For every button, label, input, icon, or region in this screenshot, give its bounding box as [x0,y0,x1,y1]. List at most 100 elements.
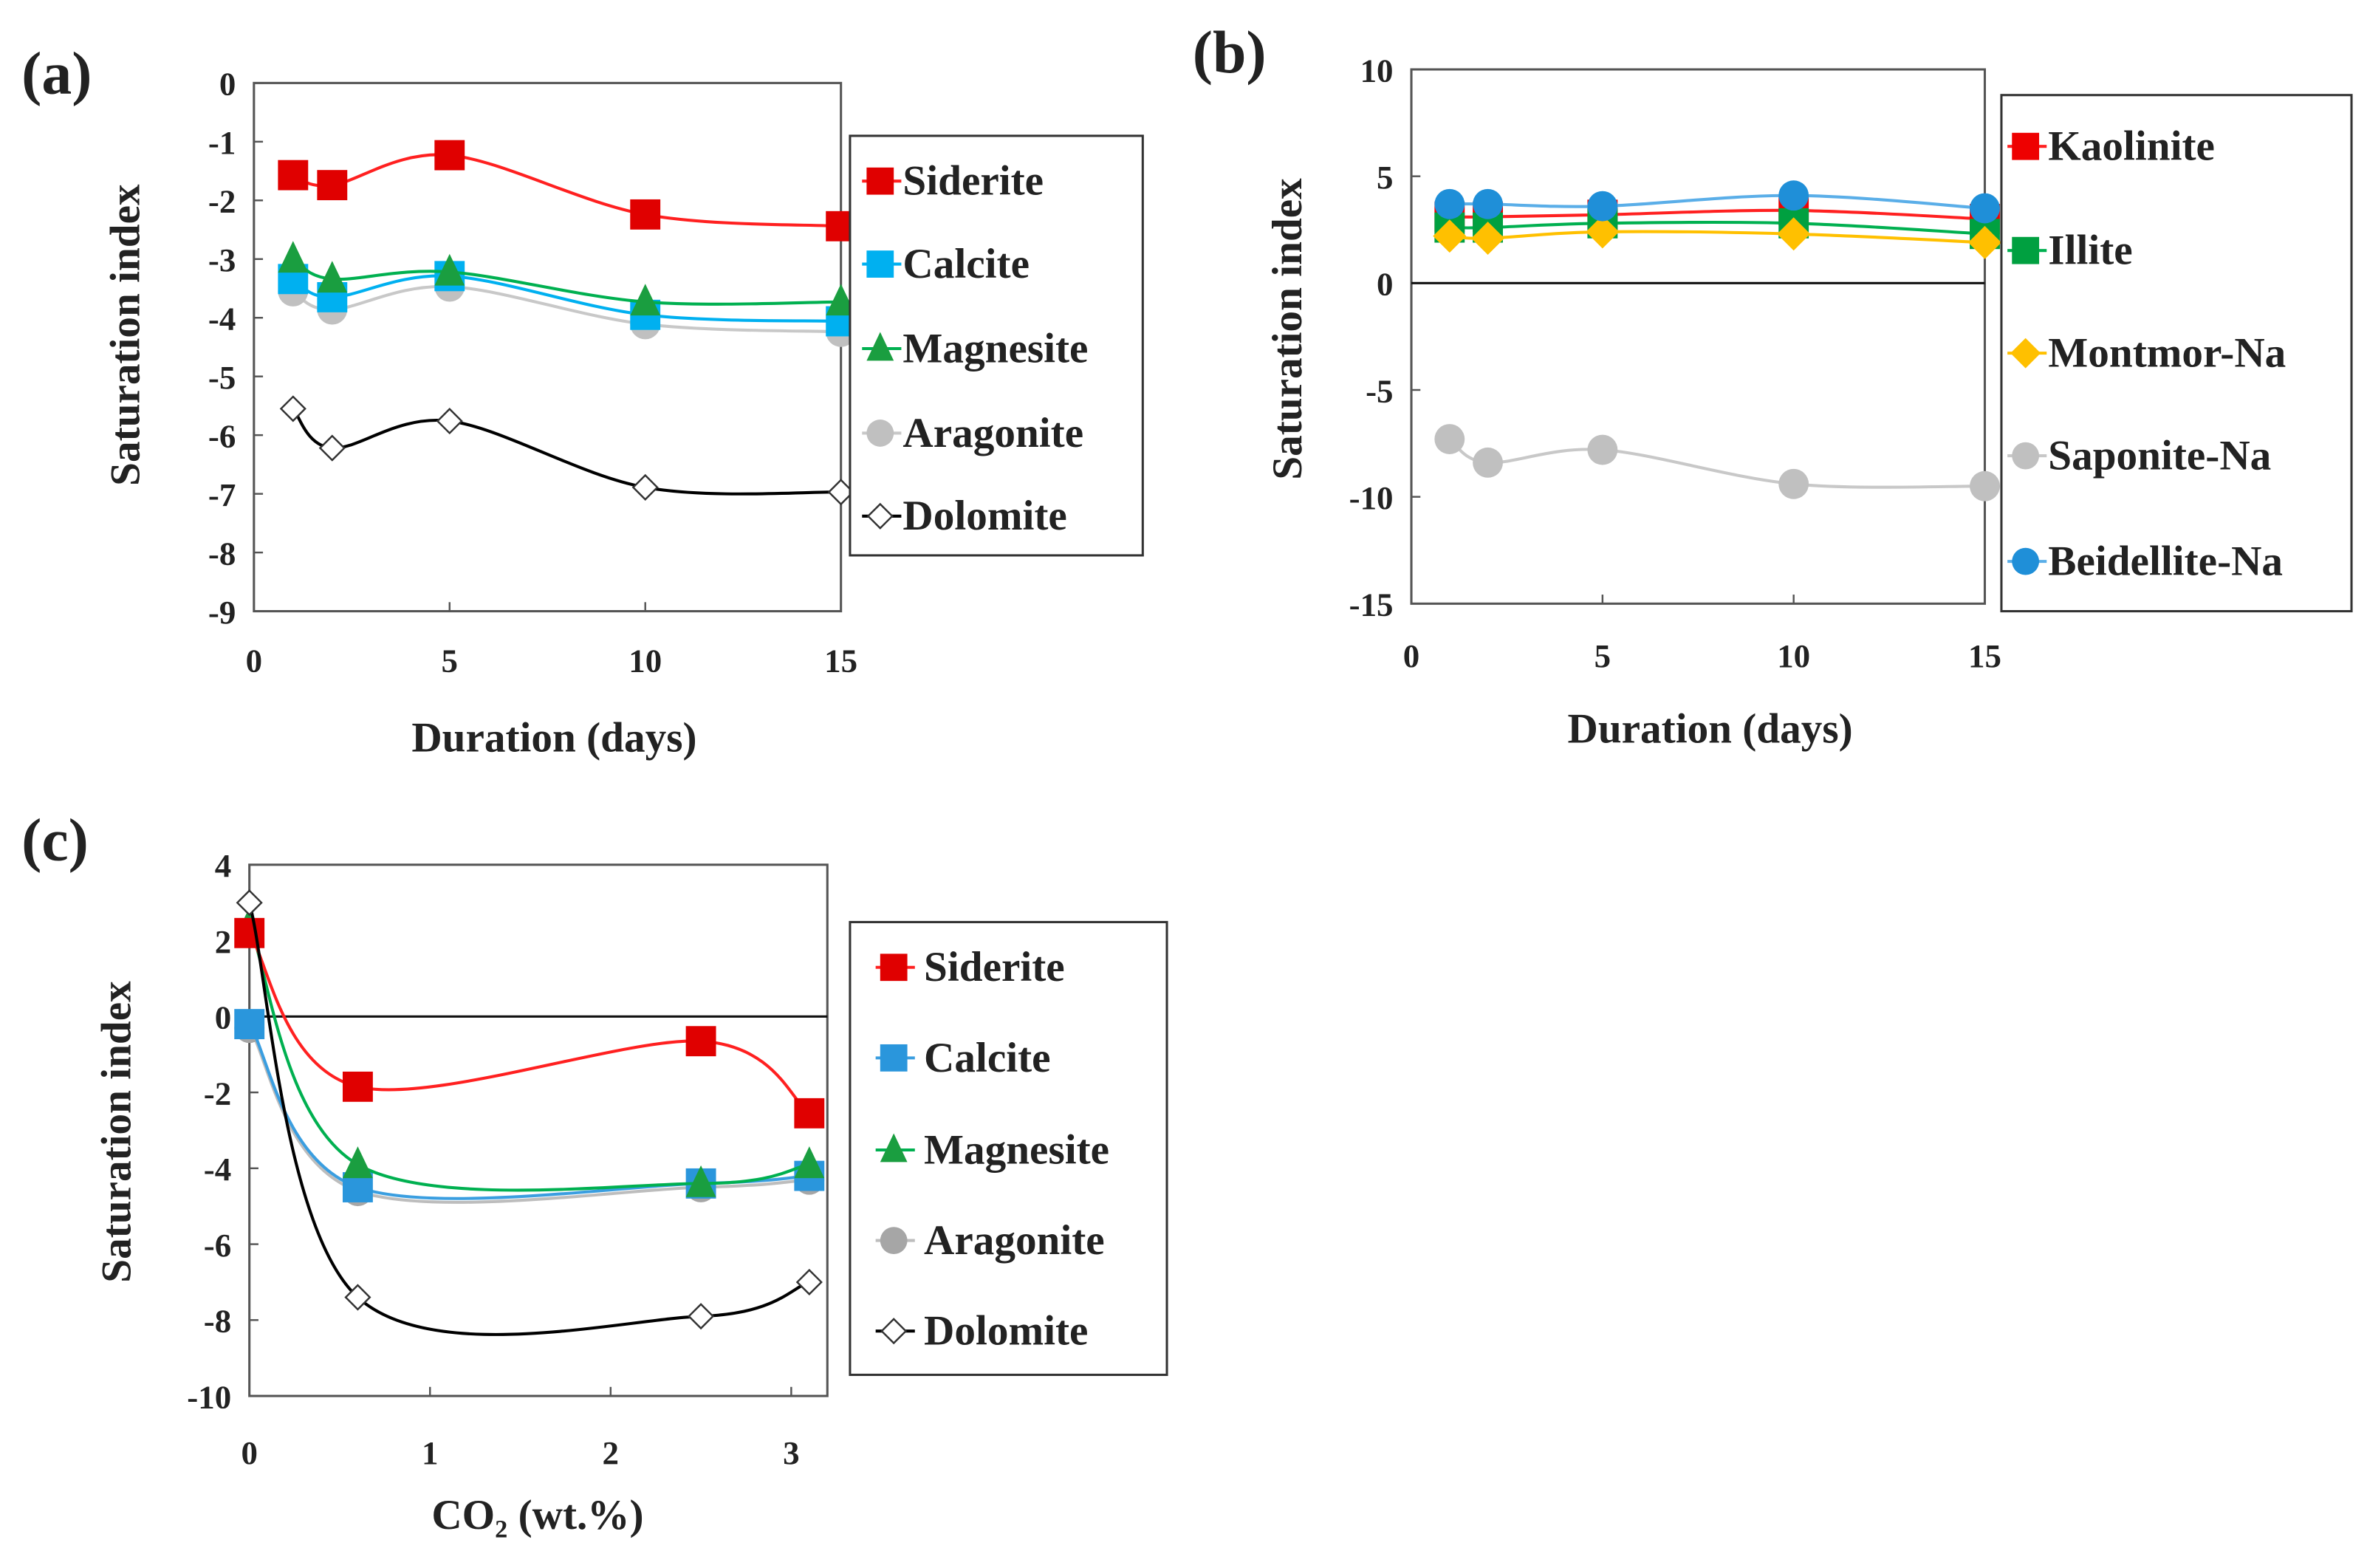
series-line [247,925,810,1192]
series-dolomite [279,395,854,506]
series-line [248,932,811,1115]
series-siderite [278,140,857,242]
legend-marker-icon [2012,442,2040,470]
data-point [630,284,661,316]
data-point [1778,468,1809,499]
data-point [317,261,348,293]
data-point [342,1146,373,1179]
data-point [236,889,263,917]
y-tick-label: 0 [215,999,231,1036]
x-tick-label: 0 [241,1434,257,1471]
x-axis-label: Duration (days) [411,715,696,761]
y-tick-label: -2 [204,1075,231,1112]
y-tick-label: -1 [208,124,236,161]
series-calcite [278,261,857,337]
x-tick-label: 15 [1968,637,2001,674]
data-point [1970,470,2000,501]
series-line [1449,230,1985,244]
data-point [234,917,265,948]
data-point [317,170,348,201]
x-tick-label: 15 [824,642,857,679]
data-point [631,473,659,501]
legend-marker-icon [866,420,894,447]
y-tick-label: -2 [208,183,236,220]
legend-marker-icon [880,1133,908,1163]
data-point [1434,424,1465,454]
plot-area [253,81,843,613]
panel-a: (a) Duration (days) Saturation index 0 -1… [21,40,1144,761]
data-point [434,140,465,171]
y-tick-label: 2 [215,923,231,960]
series-dolomite [236,889,823,1336]
legend-label: Beidellite-Na [2048,538,2283,585]
legend-item: Magnesite [875,1126,1109,1173]
series-calcite [234,1009,825,1202]
data-point [1473,188,1504,219]
y-tick-label: -10 [1349,479,1394,516]
data-point [318,434,346,462]
x-tick-label: 10 [628,642,662,679]
y-tick-label: -10 [187,1378,231,1415]
data-point [1968,225,2001,259]
legend-label: Dolomite [902,493,1066,539]
legend-item: Siderite [862,158,1044,205]
x-axis-label: Duration (days) [1568,705,1853,752]
x-tick-label: 1 [422,1434,438,1471]
data-point [278,160,309,191]
legend-label: Siderite [924,944,1065,990]
legend-label: Dolomite [924,1308,1088,1355]
legend-marker-icon [2012,236,2040,264]
data-point [234,1009,265,1040]
x-tick-label: 3 [783,1434,799,1471]
panel-b: (b) Duration (days) Saturation index 10 5… [1193,18,2353,752]
data-point [434,253,465,286]
series-siderite [234,917,825,1129]
legend-marker-icon [2012,547,2040,575]
legend-item: Calcite [862,241,1030,287]
legend-box [849,134,1144,557]
x-tick-label: 5 [442,642,458,679]
legend-label: Aragonite [924,1217,1105,1264]
data-point [436,408,463,435]
legend-marker-icon [866,332,894,361]
legend-label: Montmor-Na [2048,330,2286,377]
data-point [342,1071,373,1102]
series-line [247,1023,809,1200]
legend-label: Aragonite [902,410,1083,456]
legend-marker-icon [880,1044,908,1072]
y-tick-label: -9 [208,594,236,631]
legend-label: Saponite-Na [2048,432,2271,479]
legend-box [2000,94,2353,613]
legend-item: Siderite [875,944,1065,990]
y-tick-label: -7 [208,476,236,513]
panel-c: (c) CO₂ (wt.%) Saturation index 4 2 0 -2 -4 -… [21,807,1168,1538]
y-tick-label: -4 [204,1151,231,1188]
series-saponite-na [1434,424,2000,501]
data-point [685,1165,716,1197]
y-tick-label: 4 [215,847,231,884]
y-tick-label: -6 [204,1227,231,1264]
y-tick-label: 0 [219,66,236,103]
legend-item: Montmor-Na [2007,330,2286,377]
legend-label: Calcite [902,241,1030,287]
legend-marker-icon [866,502,894,530]
series-beidellite-na [1434,180,2000,224]
data-point [630,199,661,230]
y-axis-label: Saturation index [103,184,149,486]
y-tick-label: -6 [208,418,236,455]
series-aragonite [234,1013,825,1207]
series-magnesite [278,241,857,316]
y-tick-label: -3 [208,242,236,278]
legend: Siderite Calcite Magnesite Aragonite Dolomit… [849,134,1144,557]
legend-marker-icon [880,954,908,982]
y-axis-label: Saturation index [93,981,140,1283]
legend-item: Magnesite [862,325,1088,372]
y-tick-label: 0 [1377,266,1393,303]
legend-label: Illite [2048,227,2132,274]
y-tick-label: 5 [1377,159,1393,196]
legend-item: Aragonite [875,1217,1105,1264]
data-point [1587,434,1618,465]
legend-label: Magnesite [924,1126,1109,1173]
series-aragonite [278,271,857,347]
